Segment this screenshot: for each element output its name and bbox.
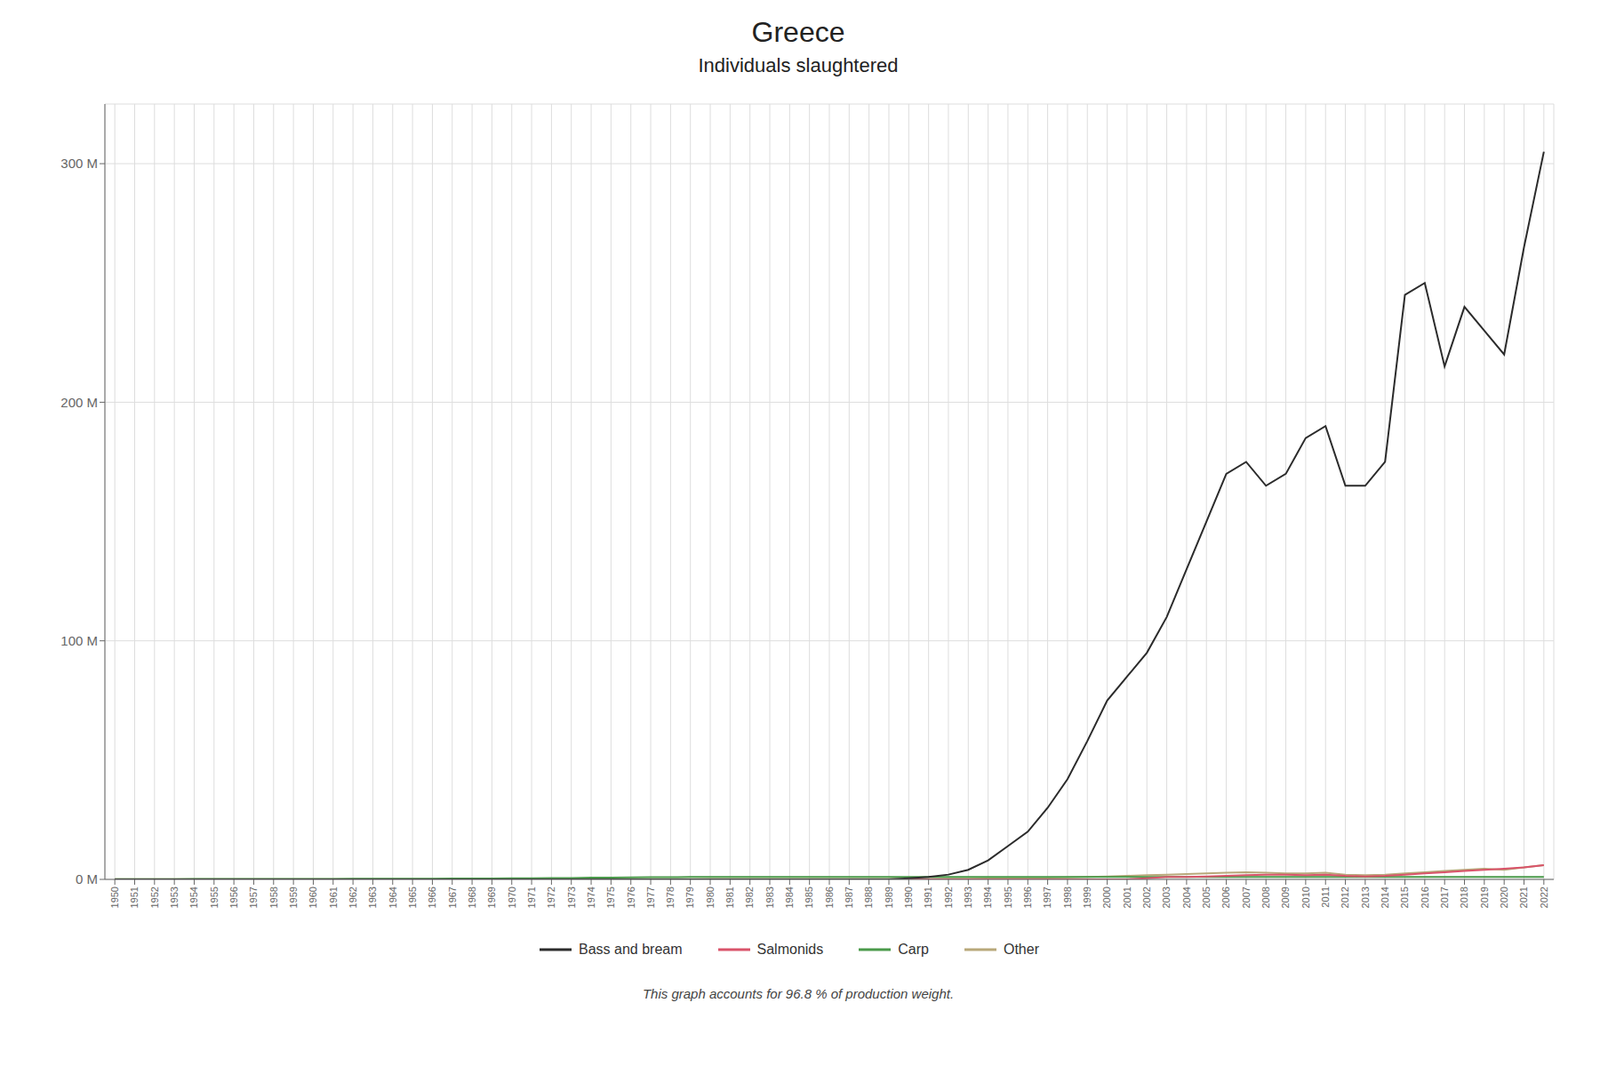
svg-text:1975: 1975 xyxy=(605,886,616,908)
svg-text:1990: 1990 xyxy=(903,886,914,908)
html-text:Other: Other xyxy=(1003,941,1040,957)
svg-text:1989: 1989 xyxy=(883,886,895,908)
svg-text:1977: 1977 xyxy=(645,886,656,908)
svg-text:2013: 2013 xyxy=(1360,886,1371,908)
html-text:This graph accounts for 96.8 %: This graph accounts for 96.8 % of produc… xyxy=(642,985,954,1001)
svg-text:1957: 1957 xyxy=(248,886,259,908)
svg-text:2005: 2005 xyxy=(1200,886,1212,908)
html-text:Bass and bream: Bass and bream xyxy=(578,941,683,957)
svg-text:1972: 1972 xyxy=(545,886,557,908)
svg-text:1970: 1970 xyxy=(506,886,518,908)
svg-text:1961: 1961 xyxy=(328,886,339,908)
svg-text:1962: 1962 xyxy=(347,886,359,908)
svg-text:1979: 1979 xyxy=(685,886,696,908)
svg-text:1950: 1950 xyxy=(109,886,120,908)
svg-text:2009: 2009 xyxy=(1280,886,1291,908)
svg-text:2012: 2012 xyxy=(1339,886,1351,908)
svg-text:2001: 2001 xyxy=(1121,886,1133,908)
svg-text:1951: 1951 xyxy=(128,886,140,908)
svg-text:1980: 1980 xyxy=(704,886,716,908)
svg-text:1974: 1974 xyxy=(585,886,597,908)
svg-text:1952: 1952 xyxy=(149,886,160,908)
svg-text:1964: 1964 xyxy=(387,886,399,908)
svg-text:1954: 1954 xyxy=(188,886,200,908)
svg-text:1978: 1978 xyxy=(664,886,676,908)
svg-text:1998: 1998 xyxy=(1062,886,1073,908)
svg-text:300 M: 300 M xyxy=(60,155,98,171)
svg-text:1982: 1982 xyxy=(744,886,755,908)
svg-text:1984: 1984 xyxy=(784,886,795,908)
svg-text:2015: 2015 xyxy=(1399,886,1410,908)
svg-text:1967: 1967 xyxy=(447,886,458,908)
svg-text:1958: 1958 xyxy=(268,886,280,908)
svg-text:2016: 2016 xyxy=(1419,886,1431,908)
html-text:Salmonids: Salmonids xyxy=(756,941,824,957)
svg-text:2002: 2002 xyxy=(1141,886,1152,908)
svg-text:1987: 1987 xyxy=(843,886,855,908)
svg-text:1955: 1955 xyxy=(208,886,220,908)
svg-text:2020: 2020 xyxy=(1498,886,1510,908)
svg-text:1999: 1999 xyxy=(1081,886,1093,908)
svg-text:1976: 1976 xyxy=(625,886,637,908)
svg-text:2006: 2006 xyxy=(1220,886,1232,908)
svg-text:1981: 1981 xyxy=(724,886,736,908)
html-text:Individuals slaughtered: Individuals slaughtered xyxy=(698,54,899,77)
svg-text:1985: 1985 xyxy=(803,886,815,908)
svg-text:1973: 1973 xyxy=(566,886,577,908)
svg-text:2004: 2004 xyxy=(1181,886,1192,908)
svg-text:1996: 1996 xyxy=(1022,886,1033,908)
svg-text:1983: 1983 xyxy=(764,886,776,908)
html-text:Greece: Greece xyxy=(751,16,845,48)
svg-text:1993: 1993 xyxy=(962,886,974,908)
html-text:Carp: Carp xyxy=(898,941,929,957)
svg-text:2003: 2003 xyxy=(1160,886,1172,908)
svg-text:1969: 1969 xyxy=(486,886,497,908)
svg-text:2022: 2022 xyxy=(1538,886,1550,908)
svg-text:1995: 1995 xyxy=(1002,886,1014,908)
svg-text:1992: 1992 xyxy=(943,886,954,908)
svg-text:1959: 1959 xyxy=(288,886,299,908)
svg-text:1960: 1960 xyxy=(307,886,319,908)
svg-text:2007: 2007 xyxy=(1240,886,1252,908)
svg-text:1953: 1953 xyxy=(168,886,180,908)
svg-text:1968: 1968 xyxy=(466,886,478,908)
svg-text:1965: 1965 xyxy=(407,886,418,908)
svg-text:1988: 1988 xyxy=(863,886,874,908)
svg-text:1963: 1963 xyxy=(367,886,378,908)
svg-text:2018: 2018 xyxy=(1458,886,1470,908)
svg-text:2017: 2017 xyxy=(1439,886,1450,908)
svg-text:100 M: 100 M xyxy=(60,632,98,648)
svg-text:1971: 1971 xyxy=(526,886,537,908)
svg-text:2010: 2010 xyxy=(1300,886,1312,908)
svg-text:2021: 2021 xyxy=(1518,886,1529,908)
svg-text:2019: 2019 xyxy=(1479,886,1490,908)
svg-text:1956: 1956 xyxy=(228,886,240,908)
svg-text:0 M: 0 M xyxy=(75,871,98,887)
svg-text:200 M: 200 M xyxy=(60,394,98,410)
svg-text:1991: 1991 xyxy=(922,886,934,908)
svg-text:2000: 2000 xyxy=(1101,886,1112,908)
svg-text:2014: 2014 xyxy=(1379,886,1391,908)
svg-text:2011: 2011 xyxy=(1320,886,1331,908)
svg-text:1994: 1994 xyxy=(982,886,993,908)
svg-text:1997: 1997 xyxy=(1041,886,1053,908)
svg-text:1986: 1986 xyxy=(824,886,835,908)
svg-text:1966: 1966 xyxy=(426,886,438,908)
svg-text:2008: 2008 xyxy=(1260,886,1272,908)
